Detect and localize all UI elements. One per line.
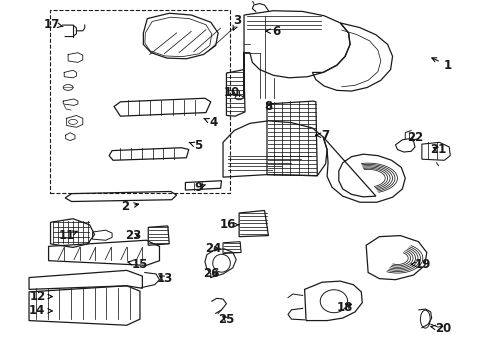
Text: 1: 1 [432,58,452,72]
Text: 17: 17 [44,18,63,31]
Text: 21: 21 [430,143,446,156]
Text: 7: 7 [316,129,330,142]
Text: 11: 11 [58,229,77,242]
Text: 10: 10 [223,86,240,99]
Text: 13: 13 [156,272,172,285]
Text: 14: 14 [29,305,52,318]
Text: 18: 18 [337,301,353,314]
Text: 15: 15 [128,258,148,271]
Text: 3: 3 [233,14,242,30]
Text: 8: 8 [264,100,272,113]
Text: 6: 6 [266,25,281,38]
Text: 2: 2 [121,201,139,213]
Text: 12: 12 [29,290,52,303]
Text: 22: 22 [407,131,423,144]
Text: 16: 16 [220,218,239,231]
Text: 24: 24 [205,242,221,255]
Text: 20: 20 [431,322,451,335]
Text: 9: 9 [195,181,205,194]
Text: 19: 19 [411,258,432,271]
Text: 4: 4 [204,116,218,129]
Bar [49,10,230,193]
Text: 25: 25 [218,312,235,326]
Text: 5: 5 [189,139,203,152]
Text: 26: 26 [203,267,220,280]
Text: 23: 23 [125,229,142,242]
